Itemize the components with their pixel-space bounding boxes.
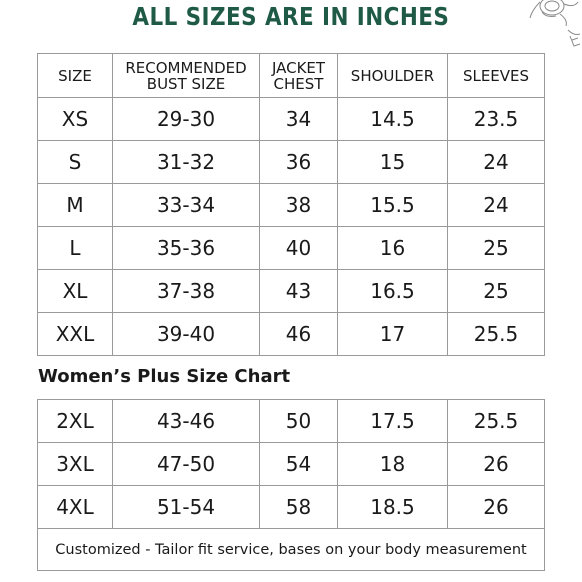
chest-cell: 46: [259, 312, 338, 356]
plus-size-table: 2XL 43-46 50 17.5 25.5 3XL 47-50 54 18 2…: [37, 399, 545, 571]
bust-cell: 47-50: [112, 442, 260, 486]
sleeves-cell: 25: [447, 269, 545, 313]
bust-cell: 33-34: [112, 183, 260, 227]
size-cell: 2XL: [37, 399, 113, 443]
sleeves-cell: 25.5: [447, 312, 545, 356]
shoulder-cell: 16: [337, 226, 448, 270]
sleeves-cell: 26: [447, 485, 545, 529]
sketch-illustration-icon: [529, 0, 581, 47]
bust-cell: 37-38: [112, 269, 260, 313]
size-cell: M: [37, 183, 113, 227]
size-cell: XS: [37, 97, 113, 141]
chest-cell: 50: [259, 399, 338, 443]
sleeves-cell: 26: [447, 442, 545, 486]
table-row: M 33-34 38 15.5 24: [37, 183, 545, 227]
shoulder-cell: 14.5: [337, 97, 448, 141]
page-heading: ALL SIZES ARE IN INCHES: [132, 2, 450, 31]
header-chest-line1: JACKET: [271, 58, 326, 77]
bust-cell: 51-54: [112, 485, 260, 529]
header-shoulder: SHOULDER: [337, 53, 448, 98]
bust-cell: 35-36: [112, 226, 260, 270]
header-bust-line1: RECOMMENDED: [125, 58, 247, 77]
size-cell: XXL: [37, 312, 113, 356]
bust-cell: 43-46: [112, 399, 260, 443]
sleeves-cell: 24: [447, 183, 545, 227]
shoulder-cell: 17.5: [337, 399, 448, 443]
header-bust-line2: BUST SIZE: [146, 74, 226, 93]
chest-cell: 43: [259, 269, 338, 313]
customization-note: Customized - Tailor fit service, bases o…: [37, 528, 545, 571]
chest-cell: 38: [259, 183, 338, 227]
header-bust: RECOMMENDED BUST SIZE: [112, 53, 260, 98]
plus-size-title: Women’s Plus Size Chart: [38, 366, 291, 387]
bust-cell: 31-32: [112, 140, 260, 184]
chest-cell: 54: [259, 442, 338, 486]
table-row: XS 29-30 34 14.5 23.5: [37, 97, 545, 141]
size-cell: 4XL: [37, 485, 113, 529]
table-row: L 35-36 40 16 25: [37, 226, 545, 270]
size-cell: 3XL: [37, 442, 113, 486]
table-row: 2XL 43-46 50 17.5 25.5: [37, 399, 545, 443]
sleeves-cell: 23.5: [447, 97, 545, 141]
note-row: Customized - Tailor fit service, bases o…: [37, 528, 545, 571]
size-cell: S: [37, 140, 113, 184]
sleeves-cell: 25.5: [447, 399, 545, 443]
size-table: SIZE RECOMMENDED BUST SIZE JACKET CHEST …: [37, 53, 545, 356]
chest-cell: 40: [259, 226, 338, 270]
table-row: 3XL 47-50 54 18 26: [37, 442, 545, 486]
size-cell: XL: [37, 269, 113, 313]
size-cell: L: [37, 226, 113, 270]
chest-cell: 58: [259, 485, 338, 529]
shoulder-cell: 15.5: [337, 183, 448, 227]
shoulder-cell: 16.5: [337, 269, 448, 313]
sleeves-cell: 25: [447, 226, 545, 270]
header-chest: JACKET CHEST: [259, 53, 338, 98]
header-sleeves: SLEEVES: [447, 53, 545, 98]
sleeves-cell: 24: [447, 140, 545, 184]
table-row: 4XL 51-54 58 18.5 26: [37, 485, 545, 529]
bust-cell: 39-40: [112, 312, 260, 356]
header-row: SIZE RECOMMENDED BUST SIZE JACKET CHEST …: [37, 53, 545, 98]
shoulder-cell: 18: [337, 442, 448, 486]
table-row: XXL 39-40 46 17 25.5: [37, 312, 545, 356]
chest-cell: 36: [259, 140, 338, 184]
shoulder-cell: 17: [337, 312, 448, 356]
table-row: XL 37-38 43 16.5 25: [37, 269, 545, 313]
table-row: S 31-32 36 15 24: [37, 140, 545, 184]
header-size: SIZE: [37, 53, 113, 98]
chest-cell: 34: [259, 97, 338, 141]
bust-cell: 29-30: [112, 97, 260, 141]
header-chest-line2: CHEST: [273, 74, 324, 93]
shoulder-cell: 18.5: [337, 485, 448, 529]
shoulder-cell: 15: [337, 140, 448, 184]
